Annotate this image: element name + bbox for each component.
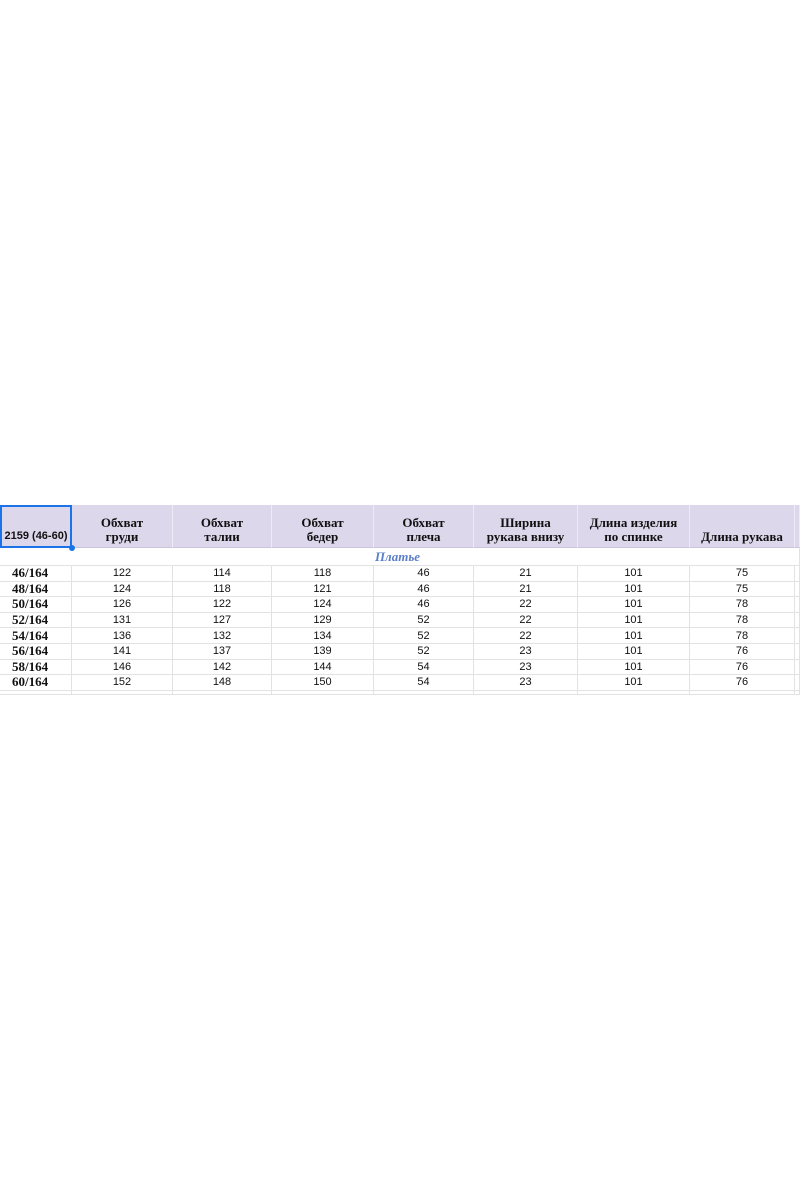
measure-cell[interactable]: 101 xyxy=(578,675,690,691)
measure-cell[interactable]: 21 xyxy=(474,566,578,582)
measure-cell[interactable]: 76 xyxy=(690,659,795,676)
measure-cell[interactable]: 101 xyxy=(578,581,690,598)
measure-cell[interactable]: 101 xyxy=(578,612,690,629)
measure-cell[interactable]: 78 xyxy=(690,612,795,629)
header-cell[interactable]: Обхват бедер xyxy=(272,505,374,548)
size-label[interactable]: 56/164 xyxy=(0,644,72,660)
measure-cell[interactable]: 139 xyxy=(272,644,374,660)
size-label[interactable]: 50/164 xyxy=(0,597,72,613)
measure-cell[interactable]: 101 xyxy=(578,566,690,582)
measure-cell[interactable]: 101 xyxy=(578,644,690,660)
measure-cell[interactable]: 144 xyxy=(272,659,374,676)
cell xyxy=(173,690,272,695)
size-label[interactable]: 58/164 xyxy=(0,659,72,676)
cell xyxy=(374,690,474,695)
cell xyxy=(72,690,173,695)
measure-cell[interactable]: 46 xyxy=(374,597,474,613)
measure-cell[interactable]: 137 xyxy=(173,644,272,660)
section-title[interactable]: Платье xyxy=(0,548,795,566)
measure-cell[interactable]: 23 xyxy=(474,644,578,660)
measure-cell[interactable]: 21 xyxy=(474,581,578,598)
measure-cell[interactable]: 75 xyxy=(690,566,795,582)
measure-cell[interactable]: 122 xyxy=(72,566,173,582)
measure-cell[interactable]: 78 xyxy=(690,628,795,644)
cell xyxy=(795,628,800,644)
header-cell[interactable]: Длина рукава xyxy=(690,505,795,548)
size-label[interactable]: 48/164 xyxy=(0,581,72,598)
cell xyxy=(690,690,795,695)
measure-cell[interactable]: 124 xyxy=(272,597,374,613)
cell xyxy=(795,690,800,695)
selected-cell[interactable]: 2159 (46-60) xyxy=(0,505,72,548)
measure-cell[interactable]: 150 xyxy=(272,675,374,691)
measure-cell[interactable]: 129 xyxy=(272,612,374,629)
measure-cell[interactable]: 52 xyxy=(374,612,474,629)
measure-cell[interactable]: 121 xyxy=(272,581,374,598)
cell xyxy=(795,659,800,676)
measure-cell[interactable]: 23 xyxy=(474,675,578,691)
cell xyxy=(0,690,72,695)
measure-cell[interactable]: 134 xyxy=(272,628,374,644)
measure-cell[interactable]: 52 xyxy=(374,644,474,660)
measure-cell[interactable]: 23 xyxy=(474,659,578,676)
measure-cell[interactable]: 127 xyxy=(173,612,272,629)
measure-cell[interactable]: 52 xyxy=(374,628,474,644)
cell xyxy=(795,612,800,629)
header-cell xyxy=(795,505,800,548)
measure-cell[interactable]: 118 xyxy=(173,581,272,598)
measure-cell[interactable]: 142 xyxy=(173,659,272,676)
cell xyxy=(578,690,690,695)
measure-cell[interactable]: 101 xyxy=(578,628,690,644)
measure-cell[interactable]: 46 xyxy=(374,581,474,598)
header-cell[interactable]: Ширина рукава внизу xyxy=(474,505,578,548)
header-cell[interactable]: Обхват груди xyxy=(72,505,173,548)
measure-cell[interactable]: 126 xyxy=(72,597,173,613)
cell xyxy=(795,581,800,598)
size-label[interactable]: 52/164 xyxy=(0,612,72,629)
measure-cell[interactable]: 22 xyxy=(474,628,578,644)
measure-cell[interactable]: 131 xyxy=(72,612,173,629)
measure-cell[interactable]: 46 xyxy=(374,566,474,582)
size-label[interactable]: 46/164 xyxy=(0,566,72,582)
measure-cell[interactable]: 101 xyxy=(578,597,690,613)
measure-cell[interactable]: 146 xyxy=(72,659,173,676)
measure-cell[interactable]: 22 xyxy=(474,612,578,629)
measure-cell[interactable]: 22 xyxy=(474,597,578,613)
header-cell[interactable]: Длина изделия по спинке xyxy=(578,505,690,548)
measure-cell[interactable]: 54 xyxy=(374,659,474,676)
measure-cell[interactable]: 136 xyxy=(72,628,173,644)
cell xyxy=(795,548,800,566)
size-label[interactable]: 54/164 xyxy=(0,628,72,644)
measure-cell[interactable]: 124 xyxy=(72,581,173,598)
cell xyxy=(795,566,800,582)
measure-cell[interactable]: 114 xyxy=(173,566,272,582)
size-label[interactable]: 60/164 xyxy=(0,675,72,691)
measure-cell[interactable]: 141 xyxy=(72,644,173,660)
cell xyxy=(795,597,800,613)
measure-cell[interactable]: 122 xyxy=(173,597,272,613)
header-cell[interactable]: Обхват талии xyxy=(173,505,272,548)
measure-cell[interactable]: 118 xyxy=(272,566,374,582)
header-cell[interactable]: Обхват плеча xyxy=(374,505,474,548)
measure-cell[interactable]: 152 xyxy=(72,675,173,691)
measure-cell[interactable]: 76 xyxy=(690,675,795,691)
measure-cell[interactable]: 101 xyxy=(578,659,690,676)
fill-handle[interactable] xyxy=(69,545,75,551)
measure-cell[interactable]: 132 xyxy=(173,628,272,644)
cell xyxy=(272,690,374,695)
cell xyxy=(795,644,800,660)
measure-cell[interactable]: 54 xyxy=(374,675,474,691)
measure-cell[interactable]: 148 xyxy=(173,675,272,691)
measure-cell[interactable]: 78 xyxy=(690,597,795,613)
cell xyxy=(795,675,800,691)
measure-cell[interactable]: 76 xyxy=(690,644,795,660)
cell xyxy=(474,690,578,695)
measure-cell[interactable]: 75 xyxy=(690,581,795,598)
